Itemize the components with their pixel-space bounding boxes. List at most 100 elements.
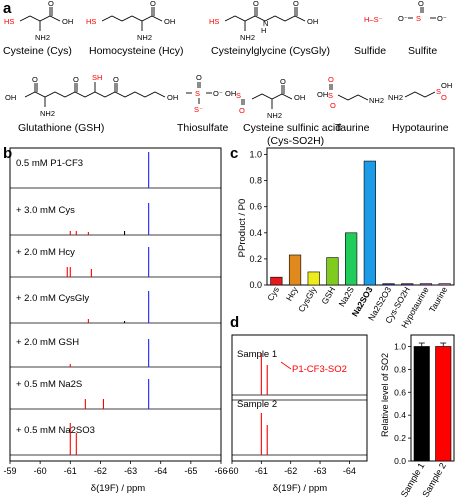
x-tick-label: Taurine <box>427 285 450 314</box>
panel-b-x-axis: -59 -60 -61 -62 -63 -64 -65 -66 <box>3 461 228 476</box>
atom-nh2: NH2 <box>40 109 55 118</box>
atom-sh: SH <box>92 73 102 82</box>
atom-o: O <box>293 0 299 8</box>
bar-hypotaurine <box>419 283 433 286</box>
x-tick-label: GSH <box>319 285 337 306</box>
panel-b-spectra <box>10 152 221 456</box>
structure-hypotaurine <box>404 91 436 98</box>
x-tick-label: -63 <box>314 466 327 476</box>
x-tick-label: Cys <box>265 285 281 303</box>
structure-cys-so2h <box>241 85 293 109</box>
panel-d-x-label: δ(19F) / ppm <box>273 483 327 494</box>
atom-s-minus: S⁻ <box>194 105 203 114</box>
compound-name-sulfite: Sulfite <box>408 45 437 57</box>
x-tick-label: Na2S <box>337 285 356 309</box>
panel-d-sample-2-label: Sample 2 <box>237 399 277 410</box>
atom-o: O <box>150 0 156 8</box>
atom-oh: OH <box>5 93 16 102</box>
atom-oh: OH <box>167 93 178 102</box>
panel-label-a: a <box>3 0 12 17</box>
atom-oh: OH <box>225 89 236 98</box>
x-tick-label: -61 <box>64 466 77 476</box>
atom-s: S <box>328 91 333 100</box>
x-tick-label: -61 <box>255 466 268 476</box>
panel-d-spectra <box>232 353 367 456</box>
atom-o: O <box>73 75 79 84</box>
compound-name-gsh: Glutathione (GSH) <box>18 122 104 134</box>
compound-name-hypotaurine: Hypotaurine <box>392 122 449 134</box>
panel-d-annotation-arrow <box>280 361 292 370</box>
bar-cysgly <box>307 271 320 286</box>
y-tick-label: 0.0 <box>249 280 262 290</box>
panel-d-y-label: Relative level of SO2 <box>380 353 390 437</box>
panel-b-nmr-stack: 0.5 mM P1-CF3 + 3.0 mM Cys + 2.0 mM Hcy + 2… <box>3 147 228 494</box>
atom-s: S <box>436 87 441 96</box>
spectrum-row-label: + 0.5 mM Na2SO3 <box>16 425 95 436</box>
atom-o: O <box>418 0 424 8</box>
atom-nh2: NH2 <box>35 33 50 42</box>
y-tick-label: 0.0 <box>394 456 406 466</box>
atom-nh2: NH2 <box>137 33 152 42</box>
structure-sulfite <box>408 7 436 19</box>
atom-nh2: NH2 <box>369 96 384 105</box>
compound-name-hcy: Homocysteine (Hcy) <box>89 45 184 57</box>
panel-b-row-labels: 0.5 mM P1-CF3 + 3.0 mM Cys + 2.0 mM Hcy + 2… <box>16 158 95 436</box>
y-tick-label: 0.4 <box>394 410 406 420</box>
panel-d-nmr: Sample 1 Sample 2 P1-CF3-SO2 -60 -61 -62 -6… <box>225 334 368 494</box>
structure-cysgly <box>224 7 306 31</box>
atom-hs: HS <box>4 17 14 26</box>
panel-d-sample-1-label: Sample 1 <box>237 349 277 360</box>
atom-hs: HS <box>86 17 96 26</box>
spectrum-row-label: + 2.0 mM Hcy <box>16 247 75 258</box>
x-tick-label: -59 <box>3 466 16 476</box>
atom-nh2: NH2 <box>388 93 403 102</box>
y-tick-label: 0.2 <box>394 433 406 443</box>
x-tick-label: -66 <box>214 466 227 476</box>
x-tick-label: -63 <box>124 466 137 476</box>
y-tick-label: 0.8 <box>249 176 262 186</box>
panel-label-d: d <box>230 314 239 331</box>
bar-hcy <box>288 254 302 286</box>
compound-name-cys: Cysteine (Cys) <box>3 45 72 57</box>
bar-cys <box>270 276 283 286</box>
x-tick-label: -64 <box>343 466 356 476</box>
atom-o: O <box>328 75 334 84</box>
panel-c-frame <box>266 147 455 286</box>
atom-o: O <box>32 75 38 84</box>
spectrum-row-label: + 0.5 mM Na2S <box>16 379 82 390</box>
bar-na2so3 <box>363 160 376 286</box>
panel-d-annotation: P1-CF3-SO2 <box>292 364 347 375</box>
structure-cysteine <box>19 7 61 31</box>
atom-s: S <box>416 14 421 23</box>
atom-o: O <box>253 0 259 8</box>
atom-hs: HS <box>209 17 219 26</box>
compound-name-cys-so2h: Cysteine sulfinic acid <box>243 122 341 134</box>
bar-sample-2 <box>435 346 452 462</box>
compound-name-cysgly: Cysteinylglycine (CysGly) <box>211 45 330 57</box>
y-tick-label: 0.6 <box>394 387 406 397</box>
atom-o: O <box>280 77 286 86</box>
y-tick-label: 1.0 <box>394 341 406 351</box>
x-tick-label: -60 <box>225 466 238 476</box>
y-tick-label: 0.4 <box>249 228 262 238</box>
bar-na2s <box>345 232 358 286</box>
panel-a-names: Cysteine (Cys) Homocysteine (Hcy) Cystei… <box>3 45 449 147</box>
x-tick-label: -62 <box>94 466 107 476</box>
structure-homocysteine <box>101 7 163 31</box>
atom-oh: OH <box>164 17 175 26</box>
atom-n: N <box>263 19 268 28</box>
atom-o: O <box>48 0 54 8</box>
atom-oh: OH <box>62 17 73 26</box>
spectrum-row-label: + 2.0 mM GSH <box>16 337 79 348</box>
y-tick-label: 1.0 <box>249 150 262 160</box>
atom-o: O <box>239 106 245 115</box>
x-tick-label: -62 <box>284 466 297 476</box>
compound-name-cys-so2h-abbr: (Cys-SO2H) <box>267 135 324 147</box>
bar-taurine <box>438 283 451 286</box>
atom-h-s-minus: H–S⁻ <box>364 15 383 24</box>
bar-na2s2o3 <box>382 283 395 286</box>
y-tick-label: 0.2 <box>249 254 262 264</box>
